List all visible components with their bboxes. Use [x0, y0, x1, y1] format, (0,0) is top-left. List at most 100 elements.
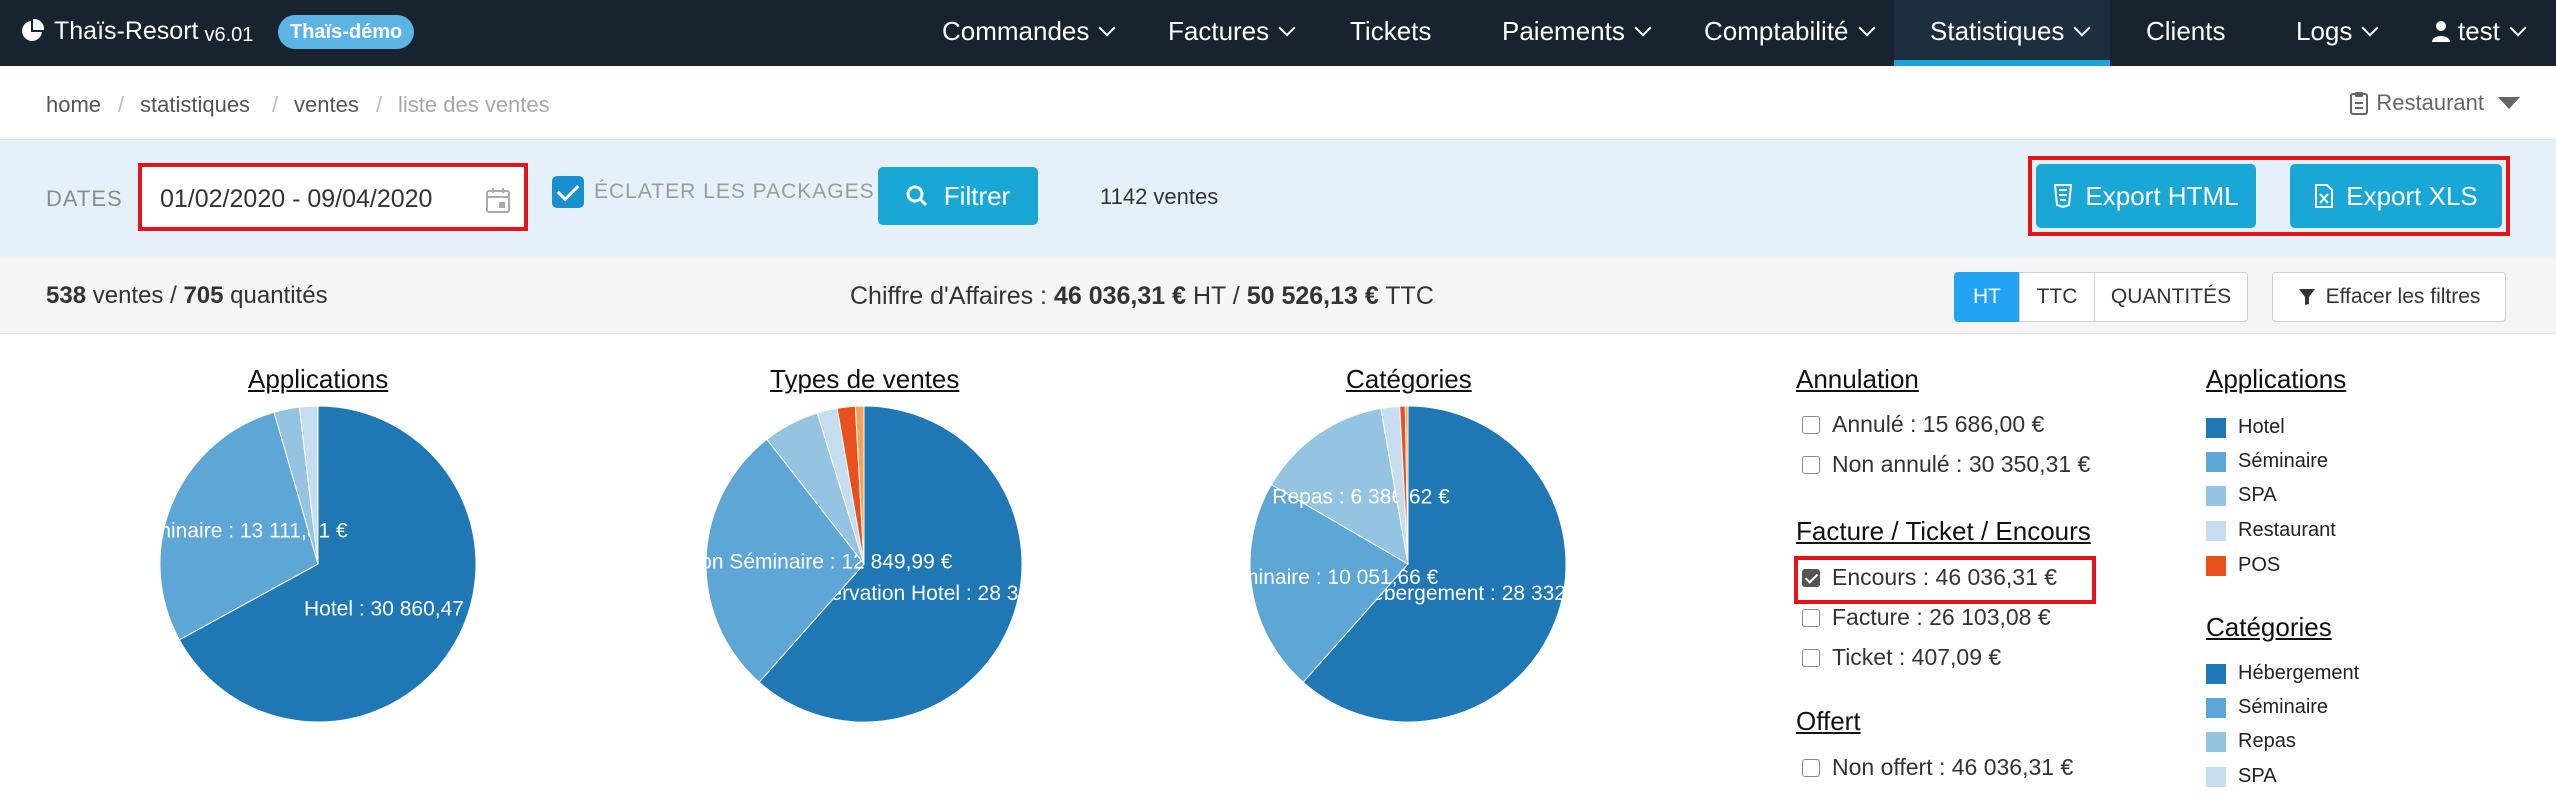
nav-comptabilite[interactable]: Comptabilité [1704, 0, 1876, 62]
ticket-option[interactable]: Ticket : 407,09 € [1802, 644, 2001, 671]
nav-label: Statistiques [1930, 15, 2065, 46]
pie-slice-label: Hotel : 30 860,47 € [304, 597, 482, 620]
legend-item: Séminaire [2206, 450, 2328, 473]
user-menu[interactable]: test [2432, 0, 2527, 62]
brand-name: Thaïs-Resort [54, 16, 199, 45]
filter-bar: DATES 01/02/2020 - 09/04/2020 ÉCLATER LE… [0, 140, 2556, 258]
nav-factures[interactable]: Factures [1168, 0, 1296, 62]
chevron-down-icon [1278, 19, 1296, 37]
legend-item: Séminaire [2206, 696, 2328, 719]
annule-checkbox[interactable] [1802, 415, 1820, 434]
legend-label: SPA [2238, 484, 2277, 506]
legend-categories-title: Catégories [2206, 612, 2332, 642]
export-xls-label: Export XLS [2346, 180, 2478, 211]
toggle-ht[interactable]: HT [1954, 272, 2020, 322]
legend-label: Repas [2238, 730, 2296, 752]
non-offert-option[interactable]: Non offert : 46 036,31 € [1802, 754, 2073, 781]
legend-applications-title: Applications [2206, 364, 2347, 394]
app-version: v6.01 [204, 23, 254, 46]
legend-label: Séminaire [2238, 450, 2329, 472]
calendar-icon[interactable] [486, 187, 510, 213]
nav-statistiques[interactable]: Statistiques [1894, 0, 2110, 62]
chevron-down-icon [2073, 19, 2091, 37]
nav-clients[interactable]: Clients [2146, 0, 2225, 62]
encours-checkbox[interactable] [1802, 568, 1820, 587]
legend-swatch [2206, 766, 2226, 787]
legend-label: SPA [2238, 765, 2277, 787]
facture-option[interactable]: Facture : 26 103,08 € [1802, 604, 2051, 631]
encours-highlight-frame [1794, 556, 2096, 604]
legend-swatch [2206, 520, 2226, 541]
revenue-label: Chiffre d'Affaires : [850, 282, 1047, 310]
facture-checkbox[interactable] [1802, 608, 1820, 627]
offert-title: Offert [1796, 706, 1861, 736]
facture-ticket-encours-title: Facture / Ticket / Encours [1796, 516, 2091, 546]
nav-commandes[interactable]: Commandes [942, 0, 1116, 62]
breadcrumb-home[interactable]: home [46, 92, 102, 117]
revenue-ht: 46 036,31 € [1053, 282, 1187, 310]
pie-slice[interactable] [705, 438, 865, 683]
filter-button[interactable]: Filtrer [878, 167, 1038, 225]
legend-label: Séminaire [2238, 696, 2329, 718]
clear-filters-button[interactable]: Effacer les filtres [2272, 272, 2506, 322]
encours-label: Encours : 46 036,31 € [1832, 564, 2058, 590]
legend-swatch [2206, 485, 2226, 506]
outlet-selector[interactable]: Restaurant [2350, 90, 2520, 116]
breadcrumb-separator: / [272, 92, 279, 117]
chart-title-categories: Catégories [1346, 364, 1472, 394]
ticket-checkbox[interactable] [1802, 648, 1820, 667]
pie-slice[interactable] [159, 411, 319, 641]
html-file-icon [2054, 184, 2073, 208]
chevron-down-icon [2509, 19, 2527, 37]
legend-item: POS [2206, 554, 2280, 577]
pie-slice[interactable] [178, 405, 477, 723]
export-highlight-frame [2028, 156, 2510, 236]
nav-label: Tickets [1350, 15, 1432, 46]
toggle-ttc[interactable]: TTC [2019, 272, 2095, 322]
result-count: 1142 ventes [1100, 184, 1219, 209]
nav-tickets[interactable]: Tickets [1350, 0, 1431, 62]
pie-slice-label: Réservation Séminaire : 12 849,99 € [611, 550, 952, 573]
active-nav-indicator [1894, 60, 2110, 66]
breadcrumb-ventes[interactable]: ventes [294, 92, 359, 117]
brand[interactable]: Thaïs-Resort v6.01 [20, 0, 253, 62]
legend-item: Restaurant [2206, 519, 2336, 542]
revenue-ttc: 50 526,13 € [1246, 282, 1379, 310]
split-packages-checkbox[interactable] [552, 176, 584, 208]
toggle-quantites[interactable]: QUANTITÉS [2094, 272, 2248, 322]
categories-pie-chart: Hébergement : 28 332,82 €Séminaire : 10 … [1215, 405, 1613, 723]
user-name: test [2458, 15, 2500, 46]
sales-count: 538 [46, 282, 87, 309]
breadcrumb-separator: / [376, 92, 383, 117]
pie-slice[interactable] [758, 405, 1023, 723]
nav-logs[interactable]: Logs [2296, 0, 2379, 62]
non-annule-option[interactable]: Non annulé : 30 350,31 € [1802, 451, 2090, 478]
pie-slice[interactable] [1270, 407, 1409, 565]
pie-slice[interactable] [1302, 405, 1567, 723]
ht-word: HT / [1192, 282, 1240, 310]
export-xls-button[interactable]: Export XLS [2290, 164, 2502, 228]
nav-label: Comptabilité [1704, 15, 1849, 46]
legend-label: Restaurant [2238, 519, 2336, 541]
legend-item: Hébergement [2206, 662, 2359, 685]
encours-option[interactable]: Encours : 46 036,31 € [1802, 564, 2057, 591]
non-offert-checkbox[interactable] [1802, 758, 1820, 777]
caret-down-icon [2498, 97, 2520, 109]
non-annule-checkbox[interactable] [1802, 455, 1820, 474]
date-range-input[interactable]: 01/02/2020 - 09/04/2020 [138, 163, 528, 231]
pie-slice[interactable] [1404, 405, 1409, 565]
legend-item: Hotel [2206, 416, 2285, 439]
breadcrumb-statistiques[interactable]: statistiques [140, 92, 251, 117]
annule-option[interactable]: Annulé : 15 686,00 € [1802, 411, 2044, 438]
nav-paiements[interactable]: Paiements [1502, 0, 1652, 62]
clipboard-icon [2350, 92, 2369, 115]
pie-slice[interactable] [854, 405, 865, 565]
legend-label: POS [2238, 554, 2281, 576]
pie-slice-label: Séminaire : 10 051,66 € [1215, 566, 1438, 589]
export-html-button[interactable]: Export HTML [2036, 164, 2256, 228]
chart-title-types-ventes: Types de ventes [770, 364, 960, 394]
pie-slice[interactable] [1249, 483, 1409, 683]
demo-badge: Thaïs-démo [278, 15, 415, 49]
summary-bar: 538 ventes / 705 quantités Chiffre d'Aff… [0, 258, 2556, 334]
clear-filters-label: Effacer les filtres [2325, 285, 2481, 308]
